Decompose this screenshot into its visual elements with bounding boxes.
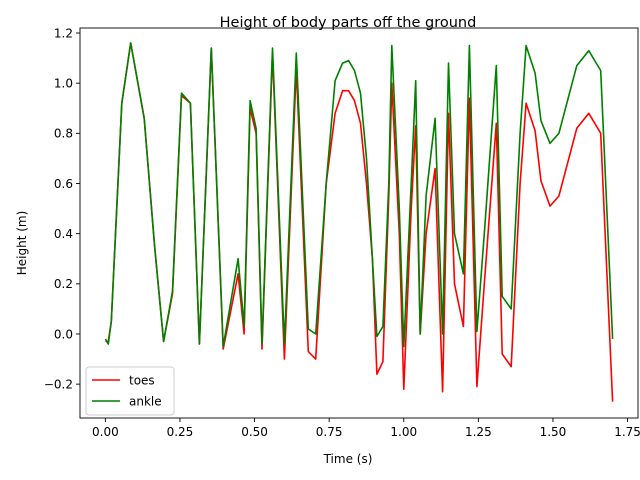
y-tick-label: 1.2 (54, 26, 73, 40)
y-tick-label: 0.6 (54, 177, 73, 191)
x-tick-label: 0.00 (92, 425, 119, 439)
y-tick-label: 0.4 (54, 227, 73, 241)
legend-box (85, 366, 175, 416)
x-tick-label: 0.75 (316, 425, 343, 439)
x-tick-label: 1.50 (540, 425, 567, 439)
legend: toes ankle (85, 366, 175, 416)
legend-label-ankle: ankle (129, 394, 162, 408)
x-tick-label: 1.00 (390, 425, 417, 439)
series-line-ankle (104, 42, 614, 348)
legend-label-toes: toes (129, 373, 155, 387)
plot-frame (79, 27, 639, 419)
series-layer (104, 42, 614, 402)
x-tick-label: 1.75 (614, 425, 640, 439)
y-tick-label: 0.2 (54, 277, 73, 291)
y-axis-ticks: −0.2 0.0 0.2 0.4 0.6 0.8 1.0 1.2 (44, 26, 80, 391)
chart-title: Height of body parts off the ground (220, 15, 477, 31)
x-tick-label: 1.25 (465, 425, 492, 439)
y-tick-label: 0.0 (54, 327, 73, 341)
x-axis-ticks: 0.00 0.25 0.50 0.75 1.00 1.25 1.50 1.75 (92, 418, 640, 439)
x-tick-label: 0.25 (167, 425, 194, 439)
y-tick-label: −0.2 (44, 377, 73, 391)
y-tick-label: 0.8 (54, 127, 73, 141)
y-tick-label: 1.0 (54, 76, 73, 90)
x-axis-label: Time (s) (323, 452, 373, 466)
x-tick-label: 0.50 (241, 425, 268, 439)
y-axis-label: Height (m) (15, 211, 29, 276)
